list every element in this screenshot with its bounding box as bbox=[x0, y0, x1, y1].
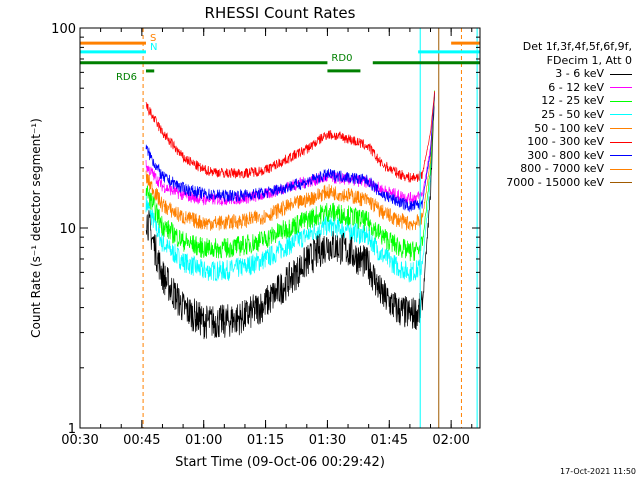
x-tick-label: 01:45 bbox=[371, 433, 408, 448]
axes-layer: 00:30 00:45 01:00 01:15 01:30 01:45 02:00 1 10 10… bbox=[51, 22, 481, 448]
legend-label: 100 - 300 keV bbox=[527, 135, 604, 149]
x-tick-label: 00:45 bbox=[123, 433, 160, 448]
legend-label: 3 - 6 keV bbox=[555, 67, 604, 81]
legend-label: 25 - 50 keV bbox=[541, 107, 604, 121]
legend-label: 800 - 7000 keV bbox=[520, 162, 604, 176]
legend-item-100-300-kev: 100 - 300 keV bbox=[506, 135, 632, 149]
legend-item-800-7000-kev: 800 - 7000 keV bbox=[506, 162, 632, 176]
legend: Det 1f,3f,4f,5f,6f,9f, FDecim 1, Att 0 3… bbox=[506, 40, 632, 190]
series-line-3-6-kev bbox=[145, 95, 435, 340]
bar-label-n: N bbox=[150, 42, 157, 53]
x-tick-label: 01:15 bbox=[247, 433, 284, 448]
chart-title: RHESSI Count Rates bbox=[205, 4, 356, 22]
legend-swatch bbox=[610, 73, 632, 75]
bar-label-rd6: RD6 bbox=[116, 72, 137, 83]
attenuator-bars-layer: SN RD0 RD6 bbox=[80, 33, 480, 83]
legend-label: 300 - 800 keV bbox=[527, 148, 604, 162]
legend-item-300-800-kev: 300 - 800 keV bbox=[506, 149, 632, 163]
series-line-12-25-kev bbox=[145, 90, 435, 262]
y-axis-label: Count Rate (s⁻¹ detector segment⁻¹) bbox=[29, 118, 43, 338]
legend-label: 7000 - 15000 keV bbox=[506, 175, 604, 189]
legend-swatch bbox=[610, 87, 632, 89]
legend-header-2: FDecim 1, Att 0 bbox=[546, 53, 632, 67]
x-tick-label: 01:30 bbox=[309, 433, 346, 448]
x-tick-label: 00:30 bbox=[61, 433, 98, 448]
series-line-50-100-kev bbox=[145, 91, 435, 231]
footer-timestamp: 17-Oct-2021 11:50 bbox=[560, 467, 636, 476]
legend-swatch bbox=[610, 155, 632, 157]
legend-swatch bbox=[610, 168, 632, 170]
x-axis-label: Start Time (09-Oct-06 00:29:42) bbox=[175, 455, 385, 470]
legend-item-50-100-kev: 50 - 100 keV bbox=[506, 122, 632, 136]
series-line-300-800-kev bbox=[145, 92, 435, 213]
legend-swatch bbox=[610, 100, 632, 102]
legend-swatch bbox=[610, 128, 632, 130]
legend-label: 6 - 12 keV bbox=[548, 80, 604, 94]
legend-header-1: Det 1f,3f,4f,5f,6f,9f, bbox=[522, 40, 632, 53]
legend-swatch bbox=[610, 141, 632, 143]
x-tick-label: 02:00 bbox=[432, 433, 469, 448]
legend-item-7000-15000-kev: 7000 - 15000 keV bbox=[506, 176, 632, 190]
legend-swatch bbox=[610, 182, 632, 184]
y-tick-label: 10 bbox=[59, 222, 76, 237]
x-tick-label: 01:00 bbox=[185, 433, 222, 448]
legend-label: 12 - 25 keV bbox=[541, 94, 604, 108]
legend-item-6-12-kev: 6 - 12 keV bbox=[506, 81, 632, 95]
series-line-100-300-kev bbox=[145, 91, 435, 183]
legend-item-3-6-kev: 3 - 6 keV bbox=[506, 67, 632, 81]
bar-label-s: S bbox=[150, 33, 156, 44]
legend-swatch bbox=[610, 114, 632, 116]
y-tick-label: 100 bbox=[51, 22, 76, 37]
bar-label-rd0: RD0 bbox=[331, 53, 352, 64]
series-layer bbox=[145, 90, 435, 340]
legend-item-25-50-kev: 25 - 50 keV bbox=[506, 108, 632, 122]
y-tick-label: 1 bbox=[68, 422, 76, 437]
legend-item-12-25-kev: 12 - 25 keV bbox=[506, 94, 632, 108]
legend-label: 50 - 100 keV bbox=[534, 121, 604, 135]
legend-items: 3 - 6 keV 6 - 12 keV 12 - 25 keV 25 - 50 ke… bbox=[506, 67, 632, 189]
